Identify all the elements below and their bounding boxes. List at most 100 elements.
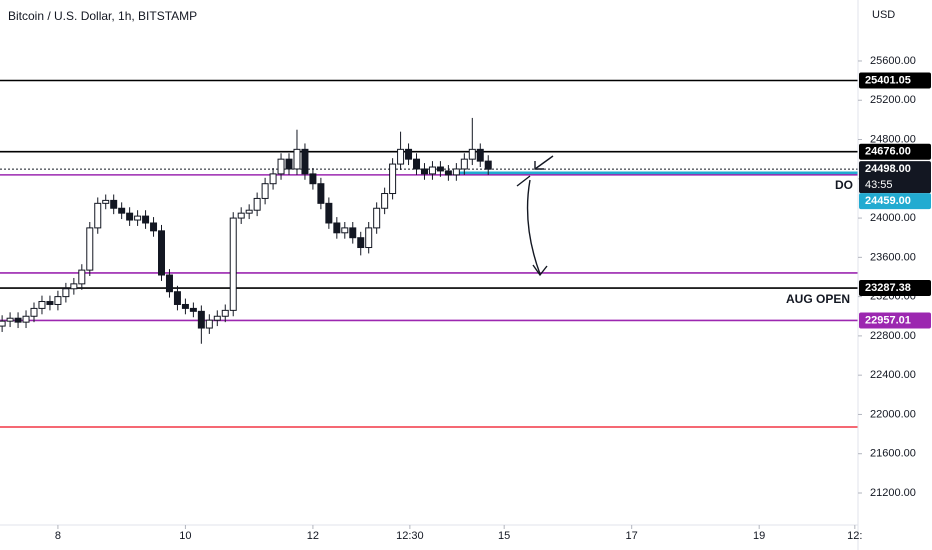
candle-body (349, 227, 357, 239)
drawing-arrow (526, 179, 541, 275)
candle-body (6, 317, 14, 322)
y-tick-label: 21200.00 (870, 487, 916, 499)
y-tick-label: 22400.00 (870, 369, 916, 381)
y-tick-label: 24800.00 (870, 133, 916, 145)
y-tick-label: 25600.00 (870, 55, 916, 67)
candle-body (126, 212, 134, 221)
candle-body (413, 158, 421, 170)
candle-body (405, 148, 413, 160)
candle-body (468, 148, 476, 160)
candle-body (293, 148, 301, 170)
price-tag (859, 280, 931, 297)
price-tag (859, 161, 931, 194)
candle-body (253, 197, 261, 211)
candle-body (301, 148, 309, 175)
drawings (516, 155, 554, 277)
annotation: AUG OPEN (786, 292, 850, 306)
candle-body (150, 222, 158, 232)
candle-body (181, 303, 189, 309)
price-tag (859, 312, 931, 329)
currency-label: USD (872, 9, 895, 21)
candle-body (229, 217, 237, 311)
candle-body (94, 202, 102, 229)
x-tick-label: 12: (847, 530, 862, 542)
candle-body (357, 237, 365, 249)
candle-body (38, 301, 46, 309)
y-tick-label: 22800.00 (870, 330, 916, 342)
candle-body (261, 183, 269, 199)
y-tick-label: 23600.00 (870, 251, 916, 263)
candle-body (309, 173, 317, 185)
x-tick-label: 17 (626, 530, 638, 542)
chart-title: Bitcoin / U.S. Dollar, 1h, BITSTAMP (8, 9, 197, 23)
x-tick-label: 8 (55, 530, 61, 542)
time-axis (0, 525, 858, 550)
countdown: 43:55 (865, 179, 893, 191)
candle-body (62, 288, 70, 298)
candle-body (428, 166, 436, 175)
y-tick-label: 22000.00 (870, 408, 916, 420)
candle-body (142, 215, 150, 224)
candle-body (333, 222, 341, 234)
x-tick-label: 12 (307, 530, 319, 542)
y-tick-label: 21600.00 (870, 448, 916, 460)
candle-body (452, 168, 460, 176)
candle-body (110, 199, 118, 209)
candle-body (78, 269, 86, 285)
candle-body (317, 183, 325, 204)
candle-body (277, 158, 285, 175)
candle-body (0, 320, 6, 327)
candle-body (341, 227, 349, 234)
x-tick-label: 19 (753, 530, 765, 542)
candle-body (70, 283, 78, 290)
candle-body (205, 319, 213, 329)
candle-body (86, 227, 94, 271)
candle-body (436, 166, 444, 172)
candle-body (173, 291, 181, 305)
candle-body (46, 301, 54, 305)
drawing-arrowhead (532, 264, 548, 277)
drawing-arrow (534, 155, 554, 170)
candle-body (118, 207, 126, 214)
candle-body (397, 148, 405, 165)
price-tag-label: 24676.00 (865, 146, 911, 158)
price-tag-label: 25401.05 (865, 74, 911, 86)
candle-body (389, 163, 397, 195)
candle-body (54, 296, 62, 305)
price-tag-label: 22957.01 (865, 314, 911, 326)
price-tag (859, 72, 931, 89)
candle-body (365, 227, 373, 249)
candle-body (22, 315, 30, 323)
candle-body (189, 307, 197, 312)
y-tick-label: 24000.00 (870, 212, 916, 224)
price-tag-label: 24459.00 (865, 195, 911, 207)
price-tag-label: 23287.38 (865, 282, 911, 294)
drawing-arrowhead (534, 161, 544, 170)
candle-body (476, 148, 484, 162)
candle-body (237, 212, 245, 219)
price-tag-label: 24498.00 (865, 163, 911, 175)
candle-body (420, 168, 428, 175)
axes: 21200.00 21600.00 22000.00 22400.00 22800.00… (55, 55, 931, 542)
candle-body (221, 309, 229, 317)
price-tag (859, 143, 931, 160)
y-tick-label: 25200.00 (870, 94, 916, 106)
candle-body (285, 158, 293, 170)
candle-body (460, 158, 468, 170)
candle-body (269, 173, 277, 185)
candle-body (14, 317, 22, 323)
x-tick-label: 10 (179, 530, 191, 542)
candle-body (245, 209, 253, 214)
x-tick-label: 12:30 (396, 530, 424, 542)
candle-body (484, 160, 492, 170)
x-tick-label: 15 (498, 530, 510, 542)
candle-body (325, 202, 333, 224)
annotation: DO (835, 178, 853, 192)
plot-area (0, 79, 858, 428)
candle-body (444, 170, 452, 176)
candle-body (381, 193, 389, 209)
drawing-line (516, 175, 531, 187)
candle-body (158, 230, 166, 276)
